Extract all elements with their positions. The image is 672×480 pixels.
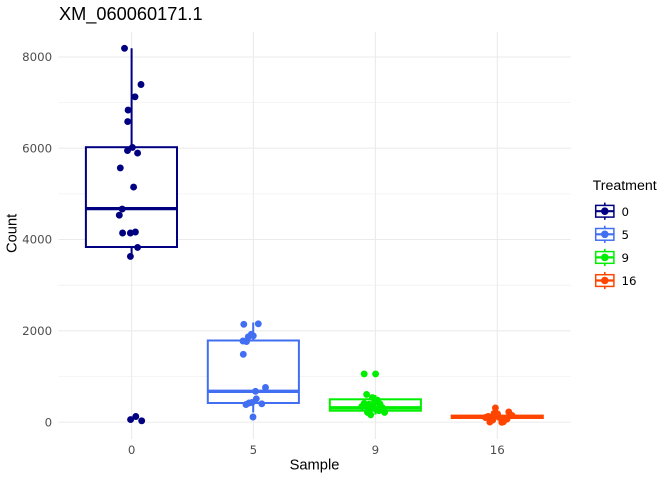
svg-text:Treatment: Treatment — [593, 178, 657, 194]
svg-text:Count: Count — [5, 214, 21, 253]
svg-text:16: 16 — [622, 274, 637, 288]
svg-text:5: 5 — [250, 443, 258, 457]
svg-text:16: 16 — [490, 443, 505, 457]
svg-text:0: 0 — [622, 205, 630, 219]
svg-text:4000: 4000 — [22, 233, 52, 247]
svg-text:0: 0 — [128, 443, 136, 457]
svg-text:0: 0 — [45, 415, 53, 429]
svg-text:8000: 8000 — [22, 50, 52, 64]
svg-text:6000: 6000 — [22, 141, 52, 155]
svg-text:XM_060060171.1: XM_060060171.1 — [59, 4, 203, 25]
svg-text:9: 9 — [622, 251, 630, 265]
svg-text:5: 5 — [622, 228, 630, 242]
svg-text:2000: 2000 — [22, 324, 52, 338]
svg-text:9: 9 — [372, 443, 380, 457]
svg-text:Sample: Sample — [290, 458, 340, 474]
